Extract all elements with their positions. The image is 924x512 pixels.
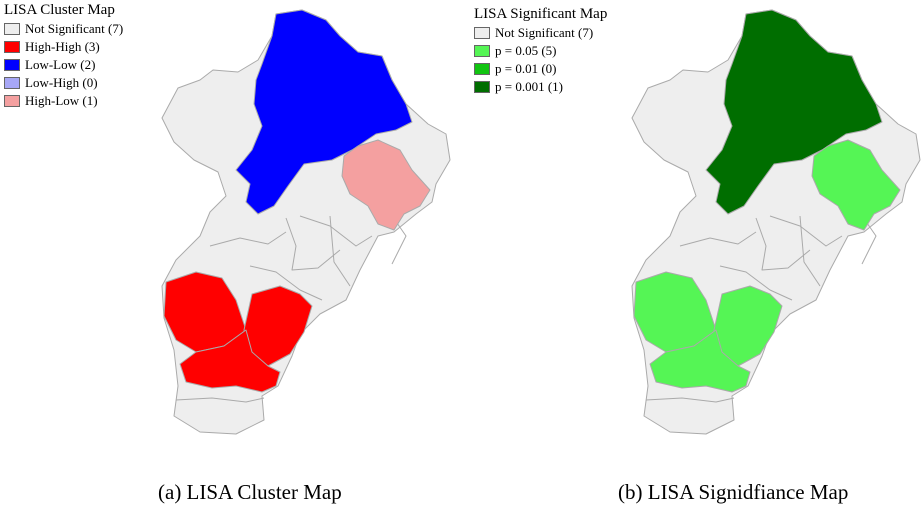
legend-label: Low-Low (2) bbox=[25, 57, 96, 72]
legend-label: High-High (3) bbox=[25, 39, 100, 54]
legend-swatch bbox=[474, 45, 490, 57]
legend-label: High-Low (1) bbox=[25, 93, 98, 108]
legend-swatch bbox=[4, 23, 20, 35]
legend-item-low-high: Low-High (0) bbox=[4, 74, 123, 92]
legend-swatch bbox=[4, 41, 20, 53]
legend-item-p-001: p = 0.01 (0) bbox=[474, 60, 607, 78]
legend-item-p-005: p = 0.05 (5) bbox=[474, 42, 607, 60]
caption-significance-map: (b) LISA Signidfiance Map bbox=[618, 480, 849, 504]
legend-swatch bbox=[474, 63, 490, 75]
legend-swatch bbox=[474, 27, 490, 39]
legend-label: Low-High (0) bbox=[25, 75, 98, 90]
legend-item-high-low: High-Low (1) bbox=[4, 92, 123, 110]
legend-label: Not Significant (7) bbox=[495, 25, 594, 40]
legend-swatch bbox=[4, 77, 20, 89]
significance-map-regions bbox=[631, 9, 921, 435]
legend-swatch bbox=[4, 59, 20, 71]
cluster-legend-title: LISA Cluster Map bbox=[4, 2, 115, 18]
legend-swatch bbox=[4, 95, 20, 107]
legend-swatch bbox=[474, 81, 490, 93]
significance-map-legend: LISA Significant Map Not Significant (7)… bbox=[474, 6, 607, 96]
legend-label: Not Significant (7) bbox=[25, 21, 124, 36]
legend-label: p = 0.01 (0) bbox=[495, 61, 557, 76]
significance-legend-title: LISA Significant Map bbox=[474, 6, 608, 22]
lisa-cluster-map bbox=[161, 9, 451, 435]
legend-item-p-0001: p = 0.001 (1) bbox=[474, 78, 607, 96]
legend-label: p = 0.05 (5) bbox=[495, 43, 557, 58]
legend-label: p = 0.001 (1) bbox=[495, 79, 563, 94]
cluster-map-regions bbox=[161, 9, 451, 435]
lisa-significance-map bbox=[631, 9, 921, 435]
legend-item-high-high: High-High (3) bbox=[4, 38, 123, 56]
maps-canvas bbox=[161, 9, 921, 435]
cluster-map-legend: LISA Cluster Map Not Significant (7) Hig… bbox=[4, 2, 123, 110]
legend-item-low-low: Low-Low (2) bbox=[4, 56, 123, 74]
legend-item-not-significant: Not Significant (7) bbox=[474, 24, 607, 42]
caption-cluster-map: (a) LISA Cluster Map bbox=[158, 480, 342, 504]
legend-item-not-significant: Not Significant (7) bbox=[4, 20, 123, 38]
